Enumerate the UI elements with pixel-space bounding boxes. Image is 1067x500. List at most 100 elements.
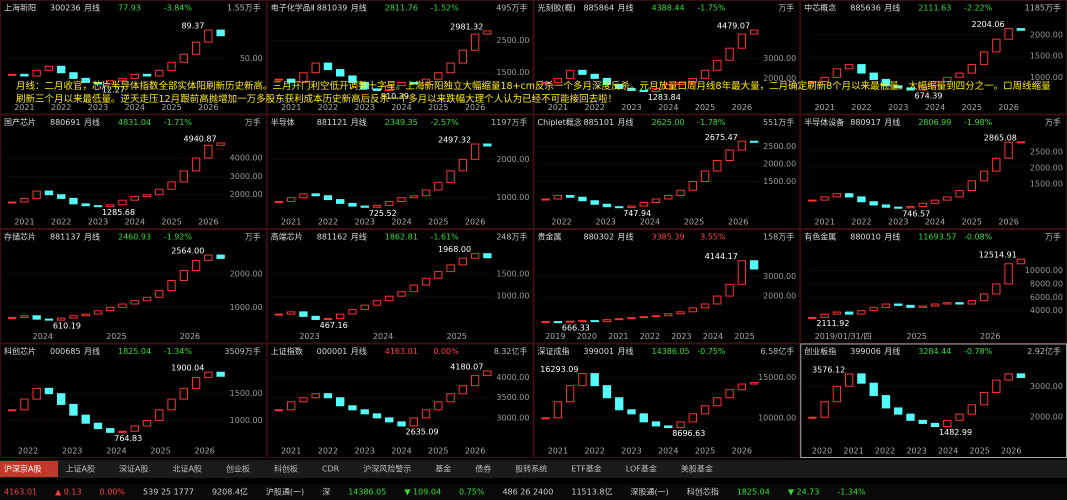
market-tab[interactable]: 创业板 [226,464,250,474]
candle [578,196,587,202]
panel[interactable] [533,114,801,229]
panel[interactable] [533,0,801,115]
status-item: ▼ 24.73 [788,488,820,497]
candle [881,204,891,208]
candle [470,375,480,387]
panel[interactable] [800,0,1067,115]
panel[interactable] [266,229,534,344]
candle [458,385,468,395]
high-label: 2865.08 [984,133,1017,142]
x-tick-label: 2024 [125,218,145,227]
panel-price: 1862.81 [385,233,418,242]
panel[interactable] [0,229,267,344]
panel-price: 2349.35 [385,118,418,127]
status-item: 沪股通(一) [266,487,304,497]
candle [844,311,854,315]
candle [943,76,952,83]
market-tab[interactable]: 沪深京A股 [4,464,41,474]
candle [820,313,829,318]
x-tick-label: 2021 [281,218,301,227]
panel[interactable] [0,114,267,229]
market-tab[interactable]: 股转系统 [515,464,547,474]
candle [274,201,284,203]
candle [749,260,759,270]
x-tick-label: 2025 [428,218,448,227]
candle [81,77,90,83]
candle [1016,373,1026,378]
candle [832,385,842,403]
candle [565,320,575,323]
candle [930,199,940,204]
candle [1004,141,1013,159]
panel[interactable] [800,229,1067,344]
candle [155,409,164,422]
low-label: 12.27 [102,86,125,95]
candle [323,393,333,399]
y-tick-label: 1500.00 [230,389,263,398]
candle [808,81,817,84]
y-tick-label: 2000.00 [496,155,529,164]
panel-change: -1.34% [164,347,193,356]
candle [204,254,213,261]
market-tab[interactable]: 债券 [475,464,491,474]
candle [651,421,661,427]
x-tick-label: 2025 [161,218,181,227]
panel[interactable] [800,343,1067,458]
candle [130,196,139,201]
low-label: 725.52 [369,209,397,218]
y-tick-label: 2000.00 [230,269,263,278]
x-tick-label: 2022 [851,218,871,227]
y-tick-label: 15000.00 [758,373,796,382]
status-item: 0.75% [459,488,485,497]
panel-period: 月线 [84,346,100,356]
candle [1016,258,1026,265]
x-tick-label: 2022 [51,218,71,227]
panel[interactable] [266,343,534,458]
candle [167,61,176,71]
market-tab[interactable]: 上证A股 [65,465,94,474]
panel-name: 国产芯片 [4,117,36,127]
market-tab[interactable]: ETF基金 [571,464,602,474]
status-bar [0,484,1067,500]
panel[interactable] [266,0,534,115]
panel-code: 885101 [584,118,615,127]
panel[interactable] [266,114,534,229]
panel-code: 880691 [50,118,81,127]
low-label: 666.33 [562,324,590,333]
candle [20,398,29,411]
y-tick-label: 2500.00 [496,36,529,45]
x-tick-label: 2022 [875,447,895,456]
y-tick-label: 1000.00 [496,193,529,202]
panel[interactable] [0,0,267,115]
candle [274,313,284,316]
candle [32,69,41,77]
status-item: ▼ 109.04 [404,488,441,497]
high-label: 3576.12 [812,365,845,374]
status-item: 0.00% [100,488,126,497]
market-tab[interactable]: 基金 [435,464,451,474]
market-tab[interactable]: 美股基金 [681,464,713,474]
market-tab[interactable]: 沪深风险警示 [363,464,411,474]
panel[interactable] [533,343,801,458]
market-tab[interactable]: LOF基金 [626,464,657,474]
y-tick-label: 1000.00 [230,303,263,312]
candle [955,302,964,305]
panel[interactable] [800,114,1067,229]
y-tick-label: 1500.00 [763,177,796,186]
candle [857,373,866,384]
candle [434,181,443,191]
panel[interactable] [533,229,801,344]
panel-change: -1.92% [164,233,193,242]
candle [44,190,54,196]
candle [700,405,710,415]
panel-code: 000001 [317,347,348,356]
market-tab[interactable]: 北证A股 [172,465,201,474]
market-tab[interactable]: 深证A股 [119,465,148,474]
panel[interactable] [0,343,267,458]
candle [311,193,320,197]
status-item: 深股通(一) [630,487,668,497]
candle [541,321,550,324]
market-tab[interactable]: 科创板 [274,464,298,474]
candle [409,195,418,199]
market-tab[interactable]: CDR [322,465,340,474]
